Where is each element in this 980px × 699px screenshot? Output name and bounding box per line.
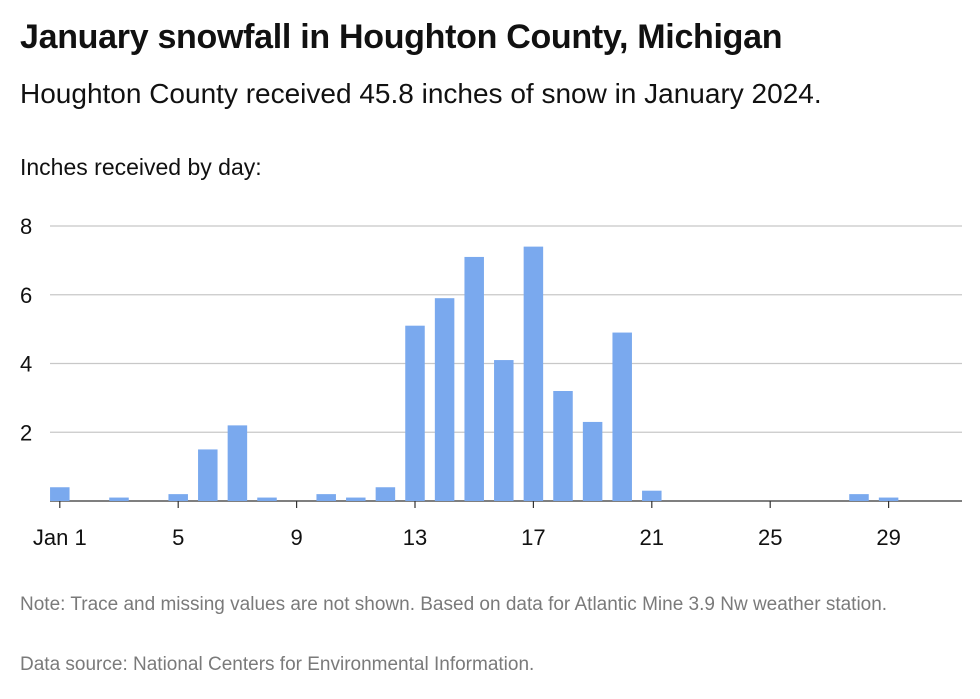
bar-jan-20 xyxy=(612,332,632,501)
bar-jan-10 xyxy=(316,494,336,501)
bar-jan-18 xyxy=(553,391,573,501)
chart-note: Note: Trace and missing values are not s… xyxy=(20,594,888,615)
y-tick-label: 2 xyxy=(20,420,32,445)
x-tick-label: 21 xyxy=(640,525,664,550)
bar-jan-12 xyxy=(375,487,396,501)
y-tick-label: 8 xyxy=(20,214,32,239)
bars xyxy=(50,246,899,501)
x-tick-label: 13 xyxy=(403,525,427,550)
y-axis-label: Inches received by day: xyxy=(20,154,262,180)
chart-subtitle: Houghton County received 45.8 inches of … xyxy=(20,78,822,109)
x-tick-label: 17 xyxy=(521,525,545,550)
bar-jan-13 xyxy=(405,325,425,501)
bar-chart: 8 6 4 2 Jan 1 5 9 13 17 21 25 29 xyxy=(20,214,962,550)
bar-jan-16 xyxy=(494,360,514,501)
x-tick-label: 25 xyxy=(758,525,782,550)
bar-jan-1 xyxy=(50,487,70,501)
bar-jan-6 xyxy=(198,449,218,501)
x-tick-label: 5 xyxy=(172,525,184,550)
bar-jan-5 xyxy=(168,494,188,501)
x-tick-label: 9 xyxy=(290,525,302,550)
y-tick-label: 6 xyxy=(20,283,32,308)
bar-jan-19 xyxy=(582,421,603,501)
bar-jan-3 xyxy=(109,497,129,501)
chart-title: January snowfall in Houghton County, Mic… xyxy=(20,18,783,56)
bar-jan-17 xyxy=(523,246,544,501)
bar-jan-11 xyxy=(346,497,366,501)
x-ticks: Jan 1 5 9 13 17 21 25 29 xyxy=(33,501,901,550)
bar-jan-21 xyxy=(642,490,662,501)
bar-jan-7 xyxy=(227,425,248,501)
bar-jan-15 xyxy=(464,256,484,501)
bar-jan-8 xyxy=(257,497,277,501)
y-ticks: 8 6 4 2 xyxy=(20,214,32,445)
bar-jan-29 xyxy=(878,497,899,501)
x-tick-label: 29 xyxy=(876,525,900,550)
data-source: Data source: National Centers for Enviro… xyxy=(20,654,535,675)
y-tick-label: 4 xyxy=(20,352,32,377)
bar-jan-28 xyxy=(849,494,869,501)
bar-jan-14 xyxy=(434,298,455,501)
x-tick-label: Jan 1 xyxy=(33,525,87,550)
